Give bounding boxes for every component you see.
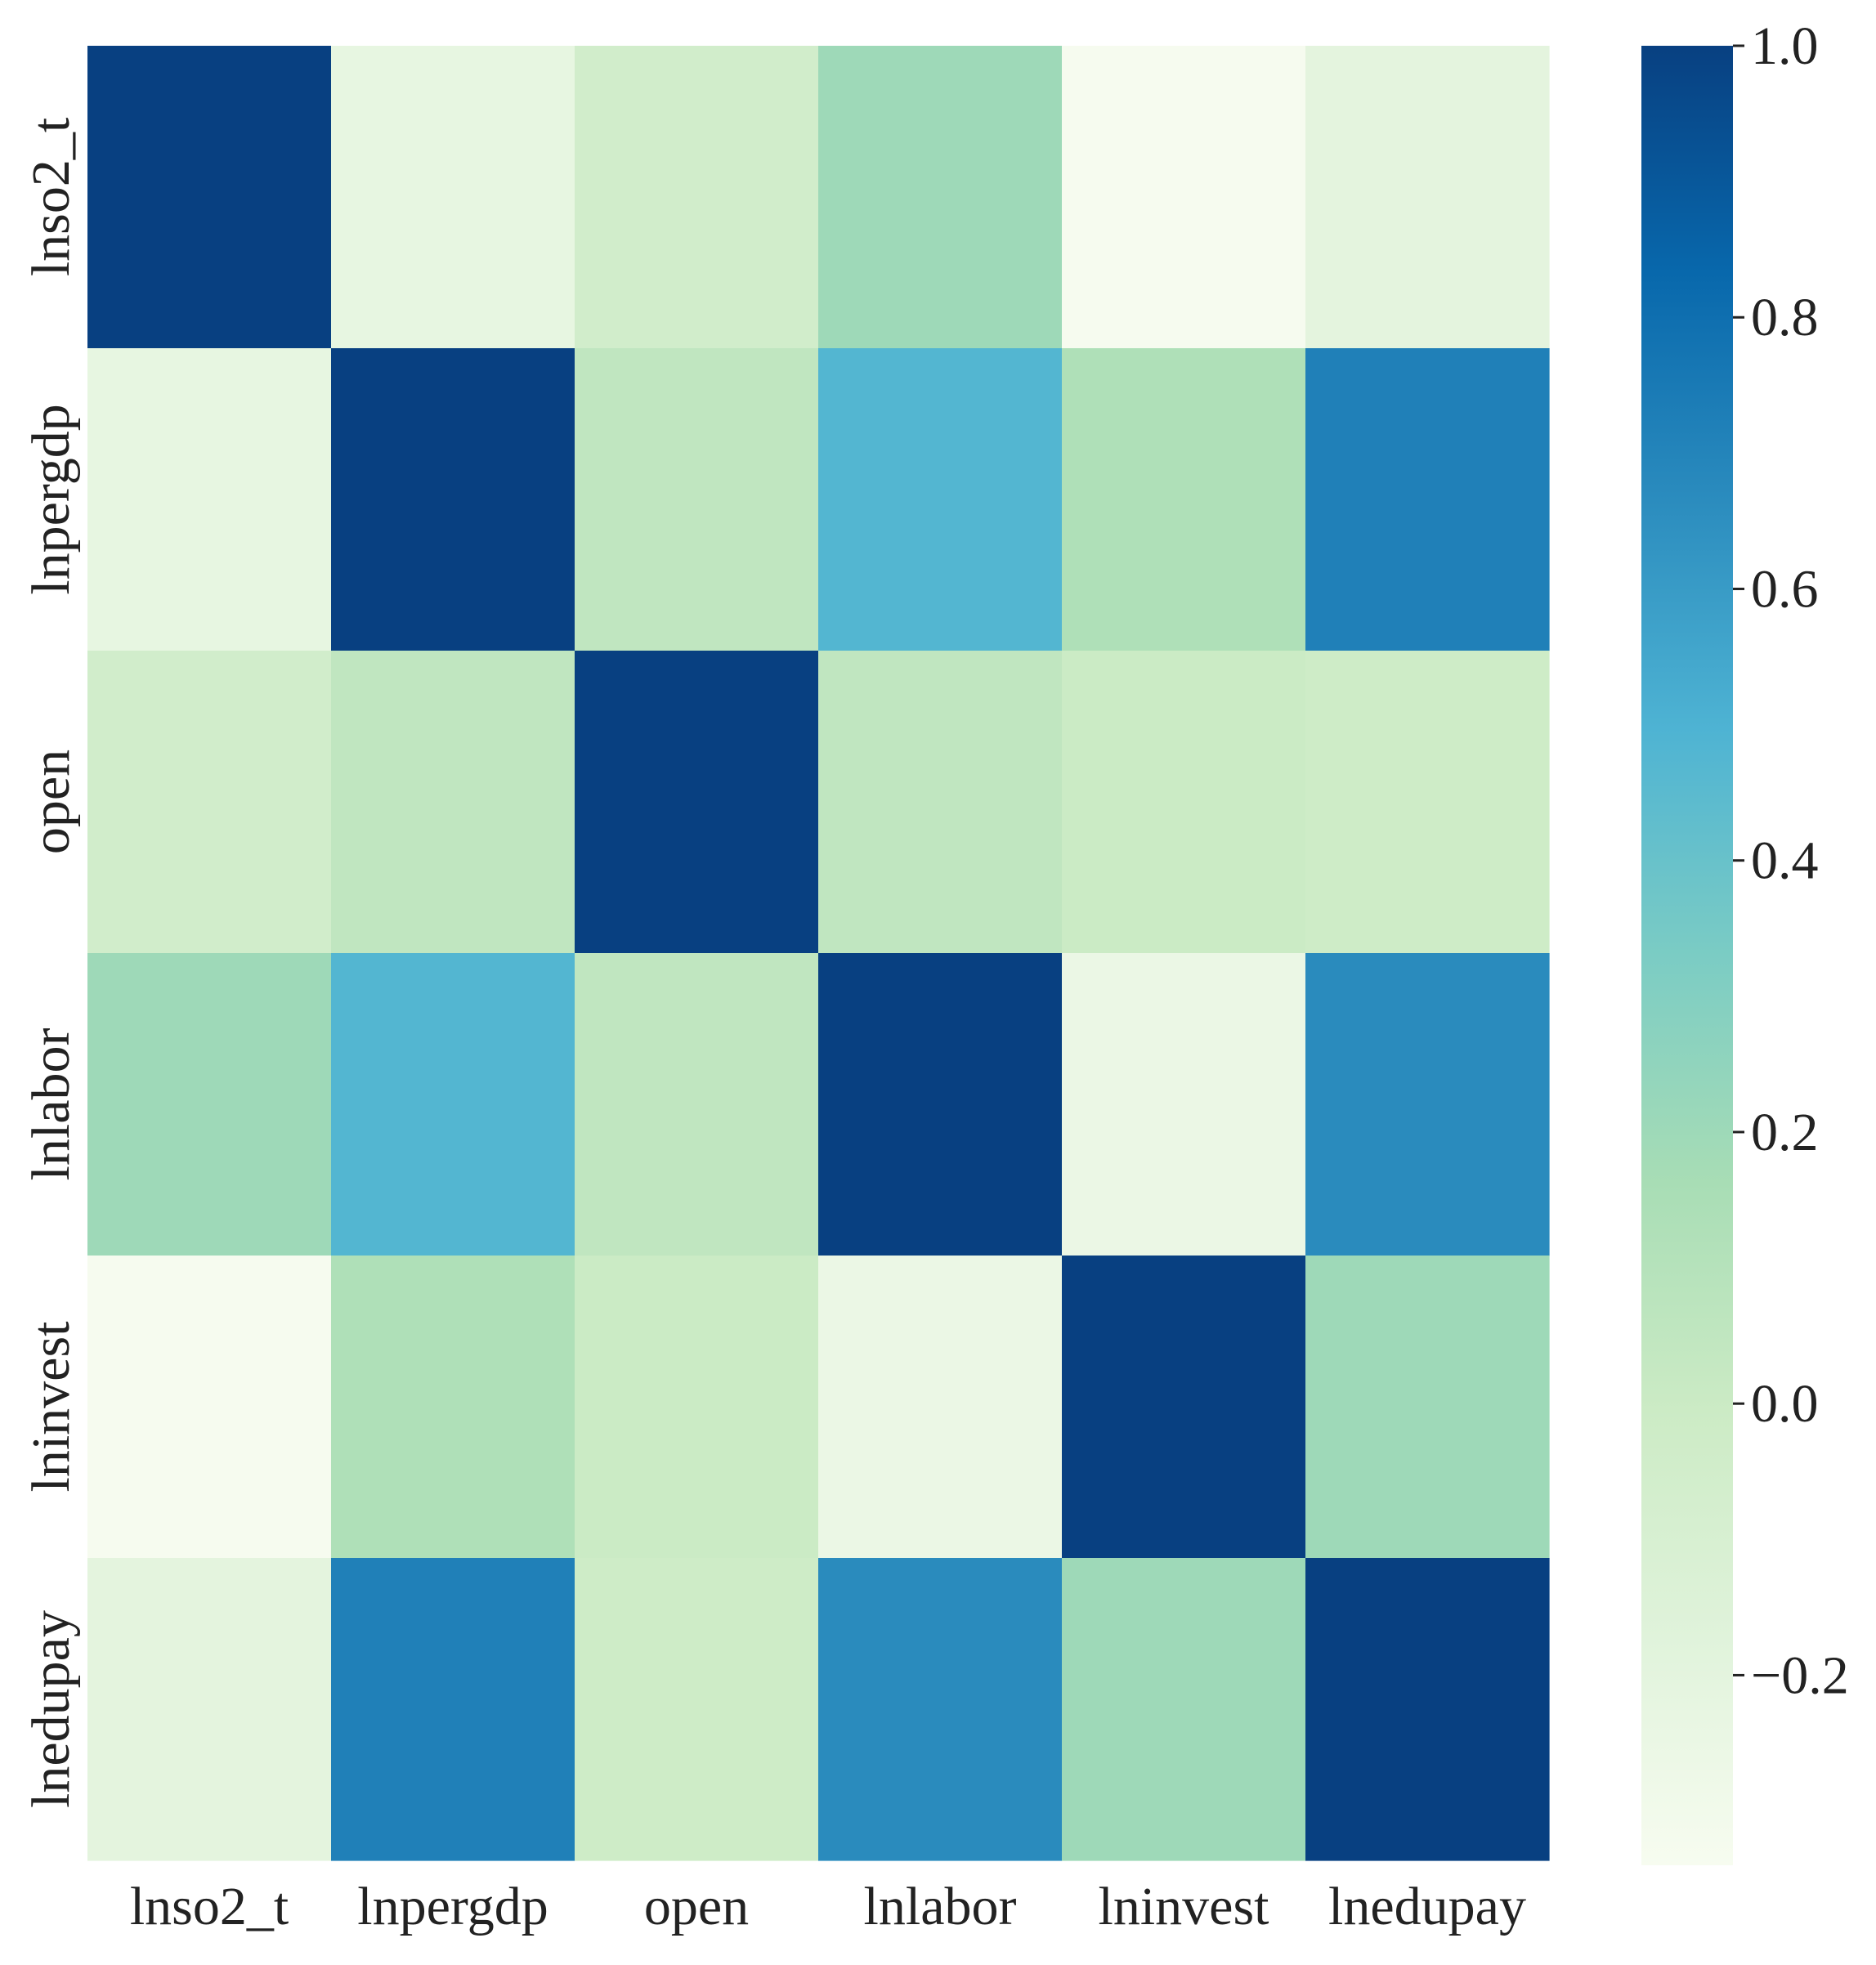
colorbar-tick-label: 0.8	[1751, 288, 1819, 347]
heatmap-cell-open-lnso2_t	[87, 651, 332, 954]
y-tick-label: lnedupay	[21, 1610, 81, 1808]
heatmap-cell-lnpergdp-lninvest	[1062, 348, 1306, 651]
heatmap-cell-lnpergdp-open	[575, 348, 819, 651]
heatmap-cell-lnso2_t-lnedupay	[1305, 46, 1550, 349]
colorbar	[1641, 46, 1733, 1865]
heatmap-cell-lnpergdp-lnedupay	[1305, 348, 1550, 651]
heatmap-cell-lnpergdp-lnso2_t	[87, 348, 332, 651]
y-axis-tick-labels: lnso2_t lnpergdp open lnlabor lninvest lnedup…	[21, 118, 81, 1808]
heatmap-cell-lnlabor-lnso2_t	[87, 953, 332, 1256]
heatmap-cell-lninvest-open	[575, 1256, 819, 1559]
y-tick-label: lninvest	[21, 1322, 81, 1493]
heatmap-cell-lnso2_t-lnso2_t	[87, 46, 332, 349]
heatmap-cell-open-lnlabor	[818, 651, 1063, 954]
x-tick-label: lnpergdp	[357, 1877, 548, 1936]
heatmap-cell-lnedupay-lnso2_t	[87, 1558, 332, 1861]
heatmap-cells	[87, 46, 1550, 1861]
colorbar-tick-label: 0.6	[1751, 559, 1819, 619]
x-tick-label: open	[644, 1877, 749, 1936]
heatmap-cell-lnso2_t-lnlabor	[818, 46, 1063, 349]
y-tick-label: open	[21, 750, 81, 854]
heatmap-cell-lnedupay-lninvest	[1062, 1558, 1306, 1861]
heatmap-cell-lnpergdp-lnpergdp	[331, 348, 575, 651]
heatmap-cell-lninvest-lnpergdp	[331, 1256, 575, 1559]
x-tick-label: lnlabor	[864, 1877, 1017, 1936]
heatmap-cell-lnedupay-lnedupay	[1305, 1558, 1550, 1861]
heatmap-cell-lnso2_t-lnpergdp	[331, 46, 575, 349]
colorbar-tick-label: 0.4	[1751, 831, 1819, 891]
y-tick-label: lnso2_t	[21, 118, 81, 276]
heatmap-cell-lnso2_t-open	[575, 46, 819, 349]
heatmap-cell-open-lnedupay	[1305, 651, 1550, 954]
y-tick-label: lnlabor	[21, 1028, 81, 1181]
heatmap-cell-lninvest-lnedupay	[1305, 1256, 1550, 1559]
heatmap-cell-lnpergdp-lnlabor	[818, 348, 1063, 651]
colorbar-tick-label: −0.2	[1751, 1645, 1849, 1705]
heatmap-cell-lnlabor-lnlabor	[818, 953, 1063, 1256]
x-tick-label: lnedupay	[1328, 1877, 1526, 1936]
heatmap-cell-lninvest-lnso2_t	[87, 1256, 332, 1559]
heatmap-cell-lnlabor-open	[575, 953, 819, 1256]
heatmap-cell-lnlabor-lnpergdp	[331, 953, 575, 1256]
heatmap-cell-open-lninvest	[1062, 651, 1306, 954]
colorbar-tick-label: 1.0	[1751, 16, 1819, 76]
colorbar-tick-label: 0.0	[1751, 1374, 1819, 1434]
colorbar-tick-label: 0.2	[1751, 1103, 1819, 1162]
heatmap-cell-open-lnpergdp	[331, 651, 575, 954]
x-tick-label: lninvest	[1099, 1877, 1269, 1936]
heatmap-cell-open-open	[575, 651, 819, 954]
heatmap-cell-lnedupay-open	[575, 1558, 819, 1861]
y-tick-label: lnpergdp	[21, 404, 81, 594]
x-tick-label: lnso2_t	[130, 1877, 289, 1936]
heatmap-cell-lnedupay-lnpergdp	[331, 1558, 575, 1861]
heatmap-cell-lnlabor-lninvest	[1062, 953, 1306, 1256]
x-axis-tick-labels: lnso2_t lnpergdp open lnlabor lninvest lnedup…	[130, 1877, 1526, 1936]
heatmap-cell-lnedupay-lnlabor	[818, 1558, 1063, 1861]
heatmap-cell-lninvest-lnlabor	[818, 1256, 1063, 1559]
colorbar-ticks: 1.0 0.8 0.6 0.4 0.2 0.0 −0.2	[1733, 16, 1849, 1705]
heatmap-cell-lnso2_t-lninvest	[1062, 46, 1306, 349]
heatmap-cell-lnlabor-lnedupay	[1305, 953, 1550, 1256]
heatmap-cell-lninvest-lninvest	[1062, 1256, 1306, 1559]
